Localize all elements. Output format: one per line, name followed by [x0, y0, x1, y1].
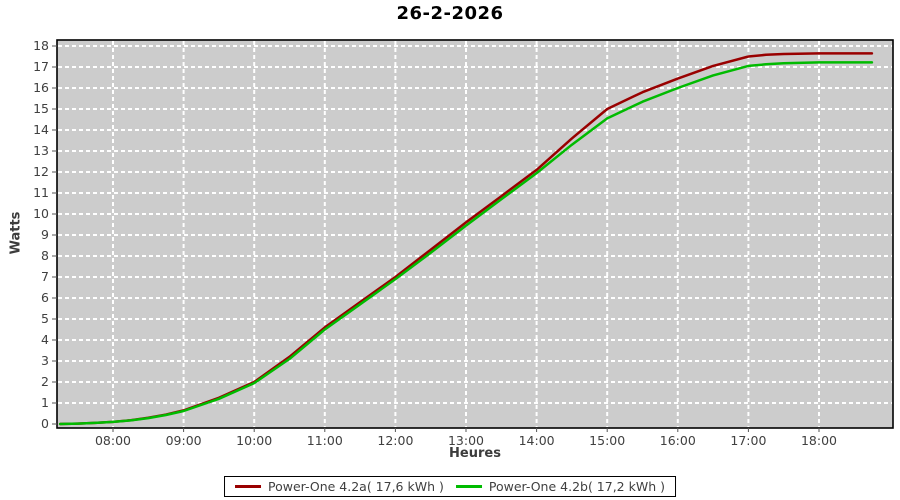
y-tick-label: 14: [33, 122, 49, 137]
x-tick-label: 16:00: [660, 433, 696, 448]
y-tick-label: 2: [41, 374, 49, 389]
y-tick-label: 3: [41, 353, 49, 368]
x-tick-label: 09:00: [166, 433, 202, 448]
x-tick-label: 14:00: [519, 433, 555, 448]
x-tick-label: 15:00: [589, 433, 625, 448]
legend-item-series-a: Power-One 4.2a( 17,6 kWh ): [235, 479, 444, 494]
y-tick-label: 15: [33, 101, 49, 116]
y-tick-label: 0: [41, 416, 49, 431]
x-tick-label: 12:00: [377, 433, 413, 448]
x-axis-title: Heures: [449, 446, 501, 461]
y-tick-label: 9: [41, 227, 49, 242]
y-tick-label: 12: [33, 164, 49, 179]
x-tick-label: 08:00: [95, 433, 131, 448]
series-a-line-swatch: [235, 485, 262, 488]
legend-item-series-b: Power-One 4.2b( 17,2 kWh ): [455, 479, 665, 494]
series-b-line-swatch: [455, 485, 482, 488]
y-tick-label: 13: [33, 143, 49, 158]
x-tick-label: 11:00: [307, 433, 343, 448]
series-line-b: [58, 61, 874, 426]
x-tick-label: 17:00: [730, 433, 766, 448]
x-tick-label: 10:00: [236, 433, 272, 448]
y-tick-label: 8: [41, 248, 49, 263]
y-tick-label: 4: [41, 332, 49, 347]
legend: Power-One 4.2a( 17,6 kWh ) Power-One 4.2…: [224, 476, 676, 497]
y-tick-label: 17: [33, 59, 49, 74]
y-tick-label: 6: [41, 290, 49, 305]
y-tick-label: 18: [33, 38, 49, 53]
x-tick-label: 18:00: [801, 433, 837, 448]
y-tick-label: 7: [41, 269, 49, 284]
y-tick-label: 10: [33, 206, 49, 221]
y-tick-label: 5: [41, 311, 49, 326]
y-tick-label: 11: [33, 185, 49, 200]
legend-label-series-b: Power-One 4.2b( 17,2 kWh ): [488, 479, 665, 494]
x-tick-label: 13:00: [448, 433, 484, 448]
y-tick-label: 1: [41, 395, 49, 410]
y-tick-label: 16: [33, 80, 49, 95]
legend-label-series-a: Power-One 4.2a( 17,6 kWh ): [268, 479, 444, 494]
chart-title: 26-2-2026: [396, 3, 504, 24]
